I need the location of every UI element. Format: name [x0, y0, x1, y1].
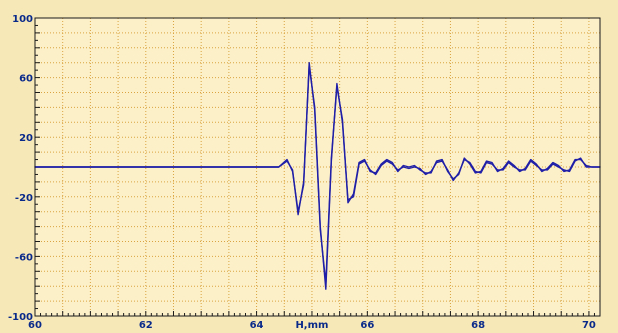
x-tick-label: 70 — [582, 320, 596, 331]
y-tick-label: 100 — [12, 14, 33, 25]
x-tick-label: 66 — [360, 320, 374, 331]
x-axis-label: H,mm — [295, 320, 328, 331]
y-tick-label: 20 — [19, 133, 33, 144]
y-tick-label: 60 — [19, 74, 33, 85]
plot-frame — [34, 17, 601, 317]
series-layer — [34, 62, 601, 290]
y-tick-label: -20 — [15, 193, 33, 204]
series-line-2 — [34, 62, 601, 284]
y-tick-label: -100 — [8, 312, 33, 323]
y-tick-label: -60 — [15, 252, 33, 263]
x-tick-label: 60 — [28, 320, 42, 331]
x-axis-ticks: 60 62 64 66 68 70 — [28, 320, 596, 331]
x-tick-label: 68 — [471, 320, 485, 331]
x-tick-label: 62 — [139, 320, 153, 331]
minor-ticks — [34, 17, 601, 317]
x-tick-label: 64 — [250, 320, 264, 331]
y-axis-ticks: 100 60 20 -20 -60 -100 — [8, 14, 33, 323]
